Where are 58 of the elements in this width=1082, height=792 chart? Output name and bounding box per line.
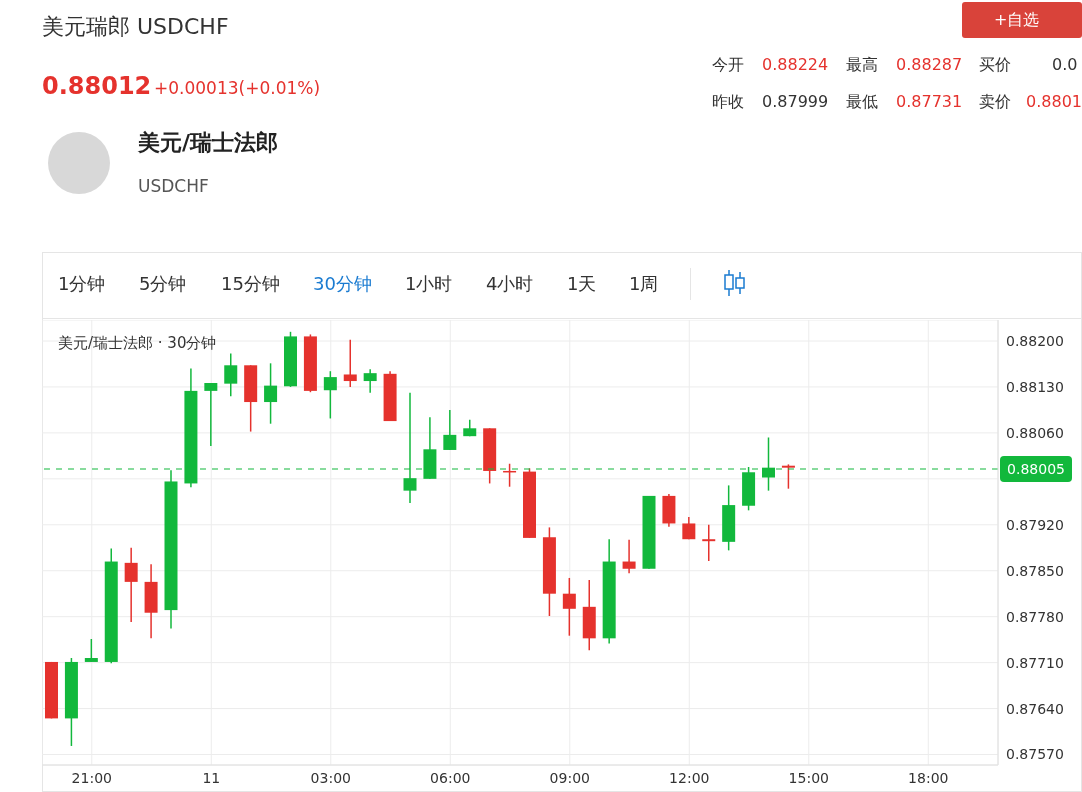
text: 0.88012: [42, 72, 152, 101]
ref-line-label: 0.88005: [1007, 460, 1065, 477]
text: 1天: [567, 273, 597, 295]
text: 美元瑞郎 USDCHF: [42, 14, 229, 41]
text: 0.87731: [896, 92, 963, 112]
text: 15分钟: [221, 273, 280, 295]
candlestick: [363, 368, 377, 394]
y-tick-label: 0.87920: [1006, 516, 1064, 533]
text: USDCHF: [138, 176, 209, 197]
text: 0.88224: [762, 55, 829, 75]
text: 0.88287: [896, 55, 963, 75]
candlestick: [443, 409, 457, 451]
x-tick-label: 21:00: [71, 769, 112, 786]
x-tick-label: 09:00: [549, 769, 590, 786]
x-tick-label: 06:00: [430, 769, 471, 786]
candlestick: [204, 382, 218, 447]
candlestick: [343, 338, 357, 388]
text: 4小时: [486, 273, 534, 295]
text: +自选: [994, 10, 1040, 30]
candlestick: [84, 638, 98, 663]
y-tick-label: 0.87850: [1006, 562, 1064, 579]
text: 买价: [979, 55, 1011, 75]
x-tick-label: 12:00: [669, 769, 710, 786]
text: 0.87999: [762, 92, 829, 112]
text: 昨收: [712, 92, 744, 112]
y-tick-label: 0.88060: [1006, 424, 1064, 441]
text: 5分钟: [139, 273, 187, 295]
x-tick-label: 18:00: [908, 769, 949, 786]
text: 0.8801: [1026, 92, 1082, 112]
text: 最低: [846, 92, 878, 112]
candlestick: [323, 370, 337, 420]
text: 美元/瑞士法郎 · 30分钟: [58, 334, 217, 353]
text: 美元/瑞士法郎: [138, 130, 279, 157]
text: 卖价: [979, 92, 1011, 112]
y-tick-label: 0.87710: [1006, 654, 1064, 671]
y-tick-label: 0.87640: [1006, 700, 1064, 717]
text: 0.0: [1052, 55, 1078, 75]
text: 1分钟: [58, 273, 106, 295]
text: 1周: [629, 273, 659, 295]
candlestick: [562, 577, 576, 637]
text: 最高: [846, 55, 878, 75]
text: 今开: [712, 55, 744, 75]
candlestick: [224, 352, 238, 397]
candlestick: [124, 547, 138, 623]
text: 1小时: [405, 273, 453, 295]
x-tick-label: 15:00: [788, 769, 829, 786]
x-tick-label: 11: [202, 769, 221, 786]
candlestick: [702, 524, 716, 562]
y-tick-label: 0.88200: [1006, 332, 1064, 349]
y-tick-label: 0.87570: [1006, 746, 1064, 763]
candlestick: [781, 463, 795, 490]
y-tick-label: 0.88130: [1006, 378, 1064, 395]
x-tick-label: 03:00: [310, 769, 351, 786]
candlestick: [264, 362, 278, 425]
text: 30分钟: [313, 273, 372, 295]
text: +0.00013(+0.01%): [154, 78, 321, 99]
y-tick-label: 0.87780: [1006, 608, 1064, 625]
candlestick: [622, 539, 636, 575]
